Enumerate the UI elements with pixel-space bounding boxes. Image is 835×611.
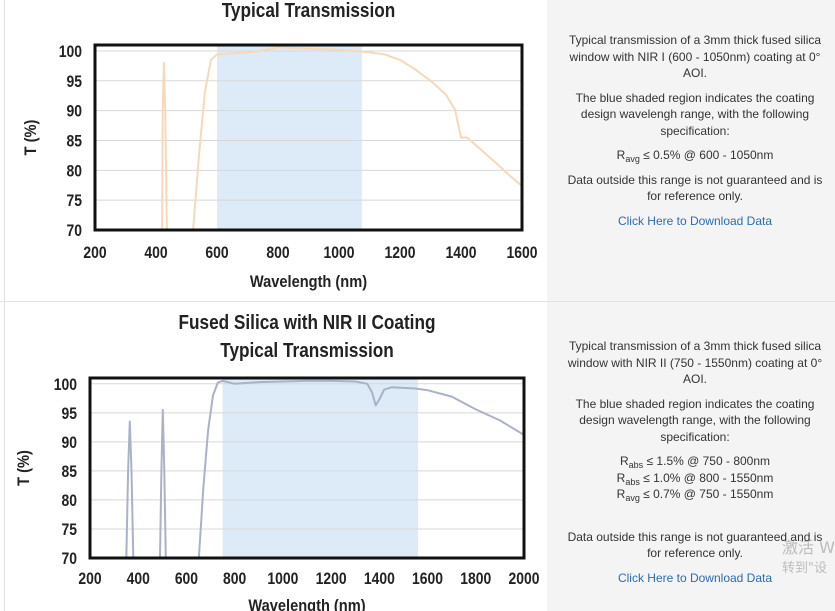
series-line-0 [161,61,168,230]
series-line-1 [192,46,522,230]
y-tick-label: 75 [62,521,78,540]
x-tick-label: 1600 [507,244,538,263]
shaded-region-note: The blue shaded region indicates the coa… [575,90,815,138]
x-tick-label: 1400 [364,570,395,589]
y-tick-label: 90 [62,434,77,453]
y-axis-label: T (%) [15,450,33,486]
x-axis-label: Wavelength (nm) [248,597,365,611]
series-line-1 [158,408,167,558]
disclaimer-text: Data outside this range is not guarantee… [567,172,823,204]
x-tick-label: 800 [266,244,289,263]
x-tick-label: 1400 [446,244,477,263]
spec-line: Rabs ≤ 1.0% @ 800 - 1550nm [616,470,774,487]
plot-frame [93,43,524,232]
x-tick-label: 400 [144,244,167,263]
info-cell-nir2: Typical transmission of a 3mm thick fuse… [547,302,835,611]
os-activation-watermark-sub: 转到"设 [782,561,827,576]
download-data-link[interactable]: Click Here to Download Data [617,213,773,228]
description-text: Typical transmission of a 3mm thick fuse… [568,33,822,80]
x-tick-label: 1000 [267,570,298,589]
info-panel-nir1: Typical transmission of a 3mm thick fuse… [561,32,829,229]
y-axis-label: T (%) [22,120,40,156]
spec-list: Rabs ≤ 1.5% @ 750 - 800nm Rabs ≤ 1.0% @ … [561,453,829,503]
chart-title-line2: Typical Transmission [222,0,396,21]
info-cell-nir1: Typical transmission of a 3mm thick fuse… [547,0,835,302]
x-tick-label: 600 [175,570,198,589]
y-tick-label: 90 [67,102,82,121]
series-line-0 [125,420,135,558]
design-range-shade [222,378,418,558]
design-range-shade [217,45,362,230]
y-tick-label: 100 [54,376,77,395]
transmission-chart-nir2: Fused Silica with NIR II Coating Typical … [15,311,540,611]
spec-line: Rabs ≤ 1.5% @ 750 - 800nm [619,454,771,470]
x-tick-label: 200 [83,244,106,263]
chart-cell-nir2: Fused Silica with NIR II Coating Typical … [4,302,548,611]
y-tick-label: 70 [67,222,82,241]
y-tick-label: 85 [62,463,78,482]
x-tick-label: 1800 [460,570,491,589]
y-tick-label: 80 [62,492,77,511]
x-tick-label: 800 [223,570,246,589]
x-axis-label: Wavelength (nm) [250,273,367,291]
spec-line: Ravg ≤ 0.5% @ 600 - 1050nm [616,148,774,164]
y-tick-label: 80 [67,162,82,181]
spec-list: Ravg ≤ 0.5% @ 600 - 1050nm [561,147,829,164]
plot-frame [88,376,526,560]
spec-line: Ravg ≤ 0.7% @ 750 - 1550nm [616,487,774,503]
chart-title-line1: Fused Silica with NIR II Coating [179,311,436,334]
info-panel-nir2: Typical transmission of a 3mm thick fuse… [561,338,829,586]
x-tick-label: 200 [78,570,101,589]
disclaimer-text: Data outside this range is not guarantee… [567,529,823,561]
chart-title-line2: Typical Transmission [220,339,394,362]
y-tick-label: 100 [59,43,82,62]
x-tick-label: 1000 [324,244,355,263]
product-row-nir2: Fused Silica with NIR II Coating Typical … [0,301,835,611]
x-tick-label: 400 [127,570,150,589]
x-tick-label: 1200 [385,244,416,263]
x-tick-label: 1200 [316,570,347,589]
series-line-2 [197,379,524,558]
os-activation-watermark: 激活 W [782,538,835,557]
x-tick-label: 600 [205,244,228,263]
shaded-region-note: The blue shaded region indicates the coa… [575,396,815,444]
y-tick-label: 85 [67,132,83,151]
description-text: Typical transmission of a 3mm thick fuse… [567,339,823,386]
y-tick-label: 95 [67,73,83,92]
download-data-link[interactable]: Click Here to Download Data [617,570,773,585]
x-tick-label: 1600 [412,570,443,589]
y-tick-label: 75 [67,192,83,211]
y-tick-label: 95 [62,405,78,424]
y-tick-label: 70 [62,550,77,569]
x-tick-label: 2000 [509,570,540,589]
